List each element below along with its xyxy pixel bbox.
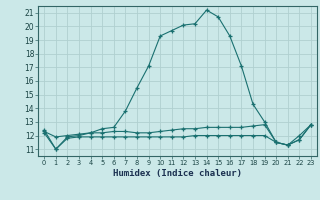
X-axis label: Humidex (Indice chaleur): Humidex (Indice chaleur) — [113, 169, 242, 178]
